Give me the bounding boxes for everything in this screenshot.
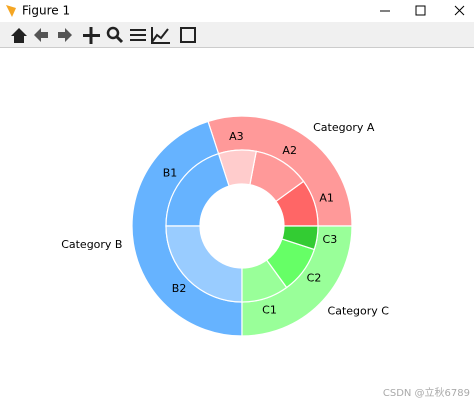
inner-label: A3 (229, 130, 244, 143)
pan-button[interactable] (83, 27, 100, 44)
maximize-button[interactable] (415, 5, 426, 16)
forward-button[interactable] (58, 28, 72, 42)
configure-button[interactable] (130, 29, 146, 41)
outer-label: Category A (313, 121, 375, 134)
watermark: CSDN @立秋6789 (383, 386, 470, 399)
inner-label: A2 (282, 144, 297, 157)
save-button[interactable] (180, 27, 196, 43)
zoom-button[interactable] (106, 26, 124, 44)
title-bar (0, 0, 474, 22)
inner-label: C1 (262, 304, 277, 317)
close-button[interactable] (454, 5, 465, 16)
outer-label: Category C (328, 305, 390, 318)
app-icon (6, 5, 16, 17)
inner-label: B1 (163, 167, 178, 180)
home-button[interactable] (11, 28, 27, 43)
back-button[interactable] (34, 28, 48, 42)
window-title: Figure 1 (22, 4, 70, 18)
toolbar (0, 22, 474, 48)
inner-label: C2 (307, 271, 322, 284)
inner-label: C3 (323, 233, 338, 246)
inner-wedge (281, 225, 319, 251)
inner-label: A1 (319, 191, 334, 204)
inner-label: B2 (172, 282, 187, 295)
outer-label: Category B (61, 238, 122, 251)
edit-button[interactable] (151, 27, 170, 44)
